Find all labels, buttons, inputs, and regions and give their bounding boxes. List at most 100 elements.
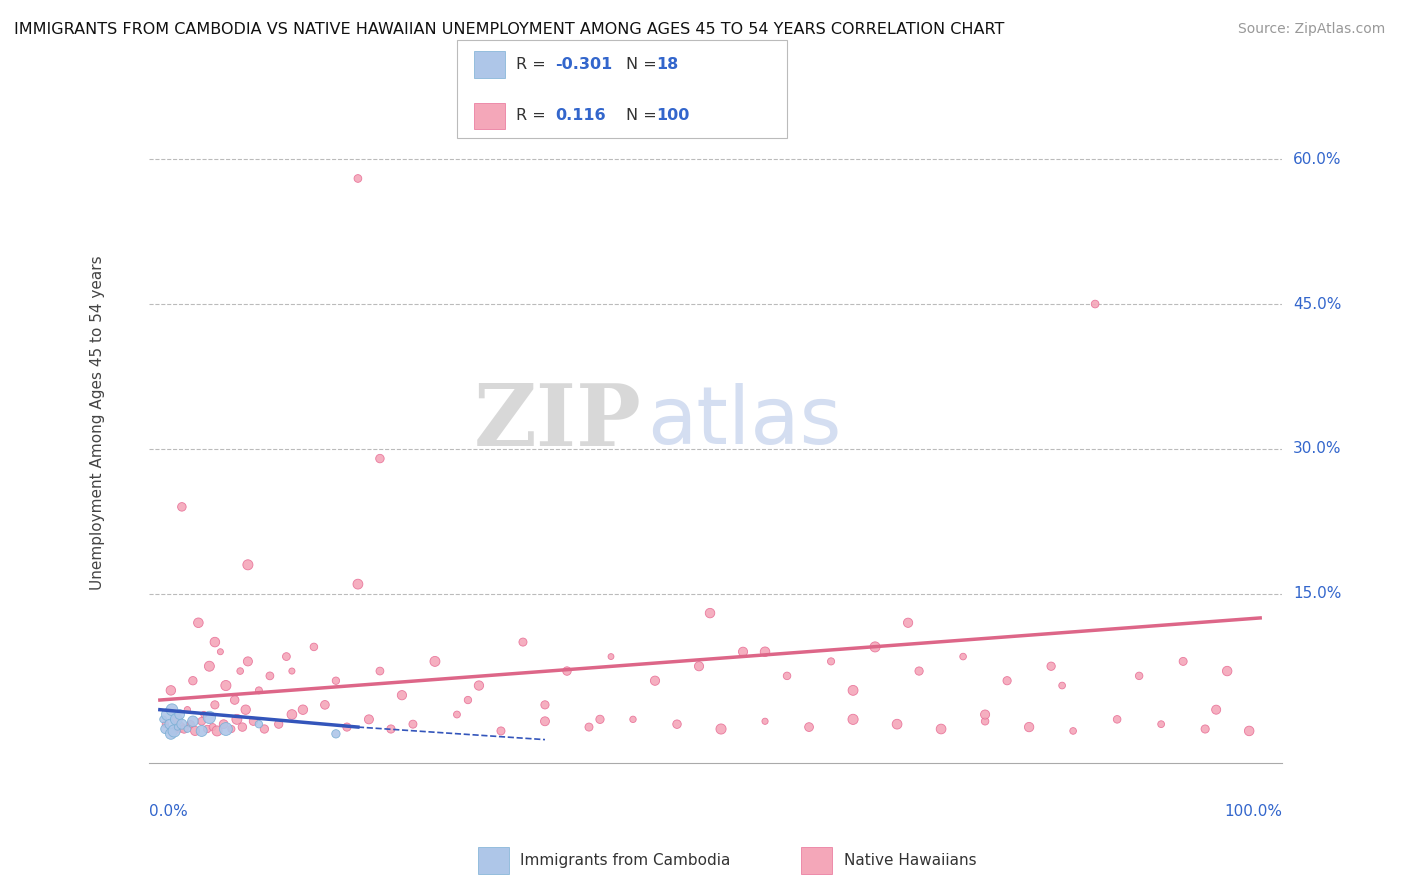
Point	[1062, 723, 1084, 738]
Point	[952, 649, 974, 664]
Text: N =: N =	[626, 57, 662, 71]
Point	[224, 693, 246, 707]
Point	[160, 703, 183, 717]
Point	[820, 654, 842, 668]
Text: 0.116: 0.116	[555, 109, 606, 123]
Point	[842, 683, 865, 698]
Point	[212, 717, 235, 731]
Point	[357, 712, 380, 726]
Point	[231, 720, 253, 734]
Point	[457, 693, 479, 707]
Point	[842, 712, 865, 726]
Point	[710, 722, 733, 736]
Point	[512, 635, 534, 649]
Text: 0.0%: 0.0%	[149, 804, 187, 819]
Point	[163, 723, 186, 738]
Point	[209, 645, 232, 659]
Point	[180, 717, 202, 731]
Point	[368, 451, 391, 466]
Text: 100.0%: 100.0%	[1225, 804, 1282, 819]
Point	[198, 710, 221, 724]
Point	[259, 669, 281, 683]
Point	[229, 664, 252, 678]
Text: -0.301: -0.301	[555, 57, 613, 71]
Point	[534, 714, 557, 729]
Point	[797, 720, 820, 734]
Text: 15.0%: 15.0%	[1294, 586, 1341, 601]
Point	[281, 664, 304, 678]
Text: R =: R =	[516, 109, 551, 123]
Point	[974, 714, 997, 729]
Point	[325, 727, 347, 741]
Text: 45.0%: 45.0%	[1294, 296, 1341, 311]
Point	[600, 649, 623, 664]
Point	[314, 698, 336, 712]
Point	[198, 659, 221, 673]
Text: N =: N =	[626, 109, 662, 123]
Point	[225, 712, 247, 726]
Text: atlas: atlas	[648, 384, 842, 461]
Point	[897, 615, 920, 630]
Point	[380, 722, 402, 736]
Point	[368, 664, 391, 678]
Point	[215, 679, 238, 693]
Point	[555, 664, 578, 678]
Point	[152, 712, 174, 726]
Point	[754, 714, 776, 729]
Point	[325, 673, 347, 688]
Point	[1050, 679, 1073, 693]
Point	[1040, 659, 1063, 673]
Point	[187, 615, 209, 630]
Point	[176, 722, 198, 736]
Point	[169, 720, 191, 734]
Point	[468, 679, 491, 693]
Text: 60.0%: 60.0%	[1294, 152, 1341, 167]
Point	[1150, 717, 1173, 731]
Point	[863, 640, 886, 654]
Point	[578, 720, 600, 734]
Point	[1216, 664, 1239, 678]
Point	[1173, 654, 1195, 668]
Point	[1205, 703, 1227, 717]
Point	[247, 717, 270, 731]
Point	[1194, 722, 1216, 736]
Point	[423, 654, 446, 668]
Point	[242, 714, 264, 729]
Point	[974, 707, 997, 722]
Text: R =: R =	[516, 57, 551, 71]
Point	[776, 669, 799, 683]
Point	[155, 717, 177, 731]
Point	[666, 717, 689, 731]
Point	[156, 707, 179, 722]
Point	[1237, 723, 1260, 738]
Point	[302, 640, 325, 654]
Point	[754, 645, 776, 659]
Point	[201, 720, 224, 734]
Point	[221, 722, 243, 736]
Point	[253, 722, 276, 736]
Text: 100: 100	[657, 109, 690, 123]
Point	[688, 659, 710, 673]
Point	[267, 717, 290, 731]
Point	[402, 717, 425, 731]
Point	[160, 727, 183, 741]
Text: 30.0%: 30.0%	[1294, 442, 1341, 457]
Point	[489, 723, 512, 738]
Text: Native Hawaiians: Native Hawaiians	[844, 854, 976, 868]
Point	[195, 722, 218, 736]
Point	[291, 703, 314, 717]
Point	[347, 577, 370, 591]
Point	[159, 717, 181, 731]
Point	[1018, 720, 1040, 734]
Point	[170, 500, 193, 514]
Text: Source: ZipAtlas.com: Source: ZipAtlas.com	[1237, 22, 1385, 37]
Point	[215, 722, 238, 736]
Point	[236, 558, 259, 572]
Point	[204, 698, 226, 712]
Point	[181, 673, 204, 688]
Point	[446, 707, 468, 722]
Point	[176, 703, 198, 717]
Point	[169, 707, 191, 722]
Point	[886, 717, 908, 731]
Point	[621, 712, 644, 726]
